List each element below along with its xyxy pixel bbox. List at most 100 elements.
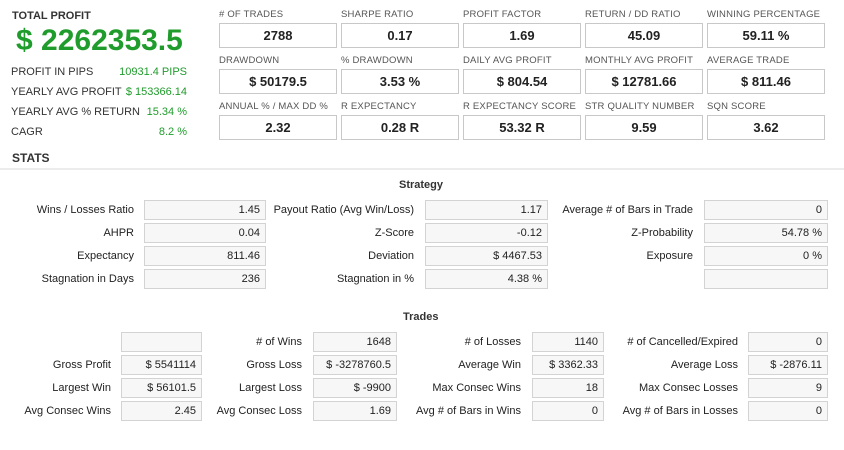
strategy-value: 0.04 [144,223,266,243]
strategy-value: $ 4467.53 [425,246,548,266]
strategy-label: Z-Score [374,227,414,239]
metric-value: 1.69 [463,23,581,48]
metrics-row: # OF TRADES 2788 SHARPE RATIO 0.17 PROFIT … [219,9,829,55]
summary-value: 10931.4 PIPS [119,66,187,78]
trades-value: $ -2876.11 [748,355,828,375]
trades-value: $ -3278760.5 [313,355,397,375]
metric-winning-pct: WINNING PERCENTAGE 59.11 % [707,9,829,55]
strategy-value: 1.17 [425,200,548,220]
metric-value: 3.62 [707,115,825,140]
trades-label: Max Consec Losses [638,382,738,394]
metric-label: MONTHLY AVG PROFIT [585,55,694,66]
trades-label: Largest Loss [239,382,302,394]
metric-value: $ 12781.66 [585,69,703,94]
metrics-row: DRAWDOWN $ 50179.5 % DRAWDOWN 3.53 % DAILY… [219,55,829,101]
summary-row: YEARLY AVG % RETURN 15.34 % [11,104,187,124]
metric-value: $ 50179.5 [219,69,337,94]
metric-value: $ 811.46 [707,69,825,94]
metric-value: 59.11 % [707,23,825,48]
metric-label: AVERAGE TRADE [707,55,790,66]
strategy-label: Stagnation in % [336,273,414,285]
trades-label: Largest Win [52,382,111,394]
strategy-value: 811.46 [144,246,266,266]
metric-value: $ 804.54 [463,69,581,94]
metric-sharpe: SHARPE RATIO 0.17 [341,9,463,55]
strategy-value: 54.78 % [704,223,828,243]
strategy-value: 0 [704,200,828,220]
strategy-label: Stagnation in Days [41,273,134,285]
metric-trades: # OF TRADES 2788 [219,9,341,55]
trades-value: 18 [532,378,604,398]
trades-label: Avg # of Bars in Losses [622,405,738,417]
strategy-label: AHPR [103,227,134,239]
strategy-heading: Strategy [399,179,444,191]
metric-value: 53.32 R [463,115,581,140]
metric-label: SQN SCORE [707,101,766,112]
metric-label: R EXPECTANCY SCORE [463,101,577,112]
trades-value: $ 3362.33 [532,355,604,375]
metric-r-expectancy-score: R EXPECTANCY SCORE 53.32 R [463,101,585,147]
metric-profit-factor: PROFIT FACTOR 1.69 [463,9,585,55]
metric-label: STR QUALITY NUMBER [585,101,695,112]
trades-heading: Trades [403,311,439,323]
metric-value: 0.17 [341,23,459,48]
metric-r-expectancy: R EXPECTANCY 0.28 R [341,101,463,147]
trades-label: Average Win [458,359,521,371]
metric-label: % DRAWDOWN [341,55,413,66]
summary-value: $ 153366.14 [125,86,187,98]
metric-label: RETURN / DD RATIO [585,9,681,20]
strategy-label: Average # of Bars in Trade [562,204,693,216]
trades-label: Avg Consec Loss [216,405,302,417]
trades-value-empty [121,332,202,352]
metric-label: ANNUAL % / MAX DD % [219,101,329,112]
summary-row: PROFIT IN PIPS 10931.4 PIPS [11,64,187,84]
trades-value: 1140 [532,332,604,352]
metric-str-quality: STR QUALITY NUMBER 9.59 [585,101,707,147]
strategy-label: Deviation [368,250,414,262]
metric-value: 9.59 [585,115,703,140]
metrics-row: ANNUAL % / MAX DD % 2.32 R EXPECTANCY 0.28… [219,101,829,147]
total-profit-value: $ 2262353.5 [16,24,183,57]
summary-row: YEARLY AVG PROFIT $ 153366.14 [11,84,187,104]
stats-divider [0,168,844,170]
metric-label: DAILY AVG PROFIT [463,55,552,66]
trades-label: Max Consec Wins [432,382,521,394]
metric-value: 2788 [219,23,337,48]
metric-value: 0.28 R [341,115,459,140]
trades-label: Avg # of Bars in Wins [416,405,521,417]
trades-value: $ 5541114 [121,355,202,375]
metric-return-dd: RETURN / DD RATIO 45.09 [585,9,707,55]
summary-key: PROFIT IN PIPS [11,66,94,78]
trades-label: Average Loss [670,359,738,371]
strategy-value: 4.38 % [425,269,548,289]
metric-label: DRAWDOWN [219,55,280,66]
metric-drawdown: DRAWDOWN $ 50179.5 [219,55,341,101]
summary-value: 15.34 % [146,106,187,118]
trades-value: 0 [532,401,604,421]
total-profit-label: TOTAL PROFIT [12,10,91,22]
metric-label: R EXPECTANCY [341,101,417,112]
trades-label: # of Wins [256,336,302,348]
summary-key: CAGR [11,126,43,138]
trades-value: 2.45 [121,401,202,421]
summary-stats: PROFIT IN PIPS 10931.4 PIPS YEARLY AVG P… [11,64,187,144]
stats-heading: STATS [12,151,50,165]
strategy-label: Exposure [646,250,693,262]
metric-daily-avg: DAILY AVG PROFIT $ 804.54 [463,55,585,101]
trades-value: 9 [748,378,828,398]
metric-monthly-avg: MONTHLY AVG PROFIT $ 12781.66 [585,55,707,101]
metric-value: 45.09 [585,23,703,48]
strategy-value: -0.12 [425,223,548,243]
metric-sqn-score: SQN SCORE 3.62 [707,101,829,147]
metric-average-trade: AVERAGE TRADE $ 811.46 [707,55,829,101]
trades-value: 1648 [313,332,397,352]
metrics-grid: # OF TRADES 2788 SHARPE RATIO 0.17 PROFIT … [219,9,829,147]
trades-value: 0 [748,332,828,352]
metric-value: 3.53 % [341,69,459,94]
metric-value: 2.32 [219,115,337,140]
metric-pct-drawdown: % DRAWDOWN 3.53 % [341,55,463,101]
strategy-label: Expectancy [77,250,134,262]
summary-key: YEARLY AVG PROFIT [11,86,122,98]
metric-label: WINNING PERCENTAGE [707,9,821,20]
trades-value: 1.69 [313,401,397,421]
